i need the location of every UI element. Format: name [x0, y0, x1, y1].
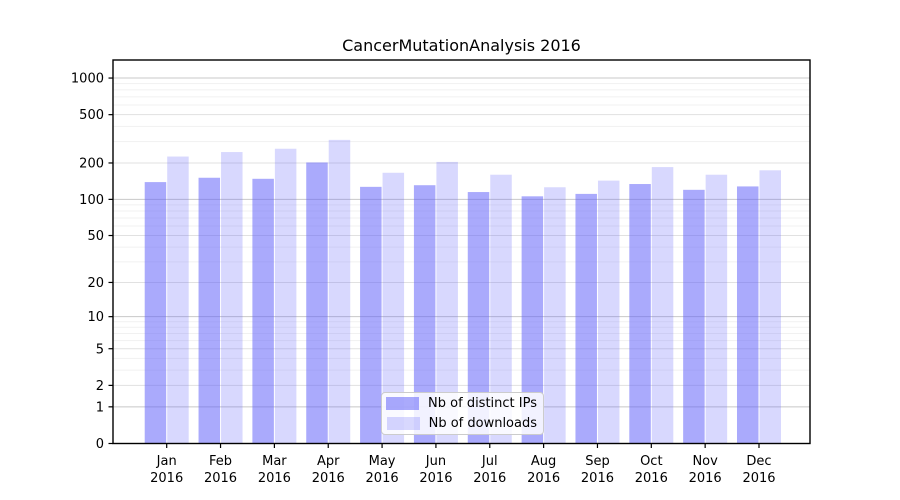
bar-downloads-dec	[759, 170, 781, 444]
y-tick-label: 20	[87, 276, 104, 291]
bar-downloads-feb	[221, 152, 243, 444]
bar-distinct-ips-jan	[144, 182, 167, 444]
y-tick-label: 500	[79, 108, 104, 123]
bar-downloads-nov	[705, 174, 728, 444]
legend-entry-distinct-ips: Nb of distinct IPs	[386, 396, 537, 411]
x-tick-label-month: Dec	[746, 454, 771, 469]
x-tick-label-year: 2016	[366, 471, 399, 486]
x-tick-label-month: Mar	[262, 454, 287, 469]
x-tick-label-month: Jan	[156, 454, 177, 469]
y-tick-label: 1000	[71, 72, 104, 87]
bar-downloads-jul	[490, 174, 512, 444]
bar-downloads-oct	[651, 167, 674, 444]
x-tick-label-month: Sep	[585, 454, 610, 469]
y-tick-label: 10	[87, 310, 104, 325]
bar-distinct-ips-may	[360, 186, 382, 444]
legend: Nb of distinct IPs Nb of downloads	[381, 392, 544, 435]
bar-distinct-ips-apr	[306, 162, 328, 444]
bar-distinct-ips-feb	[198, 177, 221, 444]
bar-distinct-ips-nov	[683, 189, 705, 444]
bar-distinct-ips-jun	[413, 185, 436, 444]
axes-frame	[112, 59, 811, 445]
bar-downloads-mar	[274, 148, 297, 444]
bar-downloads-jun	[436, 161, 458, 444]
legend-label-distinct-ips: Nb of distinct IPs	[428, 396, 537, 411]
bar-distinct-ips-sep	[575, 193, 597, 444]
bar-distinct-ips-oct	[629, 184, 651, 444]
x-tick-label-year: 2016	[742, 471, 775, 486]
x-tick-label-year: 2016	[150, 471, 183, 486]
bar-distinct-ips-mar	[252, 178, 274, 444]
x-tick-label-month: Apr	[317, 454, 340, 469]
bar-downloads-may	[382, 172, 405, 444]
bar-distinct-ips-jul	[467, 192, 490, 444]
x-tick-label-year: 2016	[473, 471, 506, 486]
x-tick-label-month: Jun	[425, 454, 446, 469]
bar-distinct-ips-aug	[521, 196, 544, 444]
x-tick-label-month: Oct	[640, 454, 662, 469]
y-tick-label: 50	[87, 229, 104, 244]
x-tick-label-year: 2016	[312, 471, 345, 486]
y-tick-label: 0	[96, 437, 104, 452]
bar-downloads-apr	[328, 139, 351, 444]
y-tick-label: 5	[96, 342, 104, 357]
legend-swatch-distinct-ips-icon	[386, 397, 420, 410]
legend-swatch-downloads-icon	[386, 417, 420, 430]
x-tick-label-year: 2016	[527, 471, 560, 486]
x-tick-label-year: 2016	[204, 471, 237, 486]
y-tick-label: 2	[96, 379, 104, 394]
x-tick-label-year: 2016	[258, 471, 291, 486]
x-tick-label-month: Aug	[531, 454, 556, 469]
x-tick-label-month: Feb	[209, 454, 232, 469]
x-tick-label-year: 2016	[419, 471, 452, 486]
bar-distinct-ips-dec	[736, 186, 759, 444]
legend-label-downloads: Nb of downloads	[428, 416, 537, 431]
bar-downloads-jan	[167, 156, 189, 444]
x-tick-label-year: 2016	[581, 471, 614, 486]
y-tick-label: 1	[96, 400, 104, 415]
y-tick-label: 200	[79, 157, 104, 172]
legend-entry-downloads: Nb of downloads	[386, 416, 537, 431]
chart-title: CancerMutationAnalysis 2016	[342, 36, 581, 55]
x-tick-label-year: 2016	[689, 471, 722, 486]
x-tick-label-month: May	[369, 454, 396, 469]
x-tick-label-year: 2016	[635, 471, 668, 486]
x-tick-label-month: Nov	[692, 454, 718, 469]
bar-downloads-sep	[597, 180, 620, 444]
x-tick-label-month: Jul	[481, 454, 498, 469]
bar-downloads-aug	[544, 187, 566, 444]
y-tick-label: 100	[79, 193, 104, 208]
